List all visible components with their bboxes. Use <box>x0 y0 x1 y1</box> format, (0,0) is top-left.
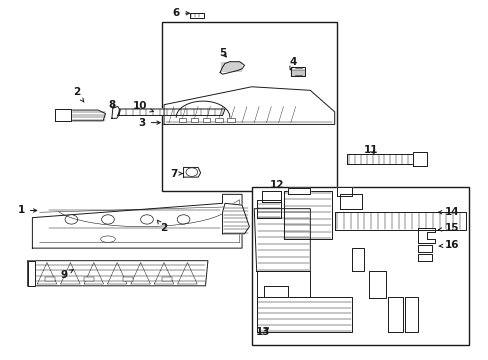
Text: 2: 2 <box>157 220 167 233</box>
Text: 7: 7 <box>170 168 183 179</box>
Text: 2: 2 <box>73 87 84 102</box>
Polygon shape <box>37 262 57 284</box>
Bar <box>83 277 94 281</box>
Circle shape <box>102 215 114 224</box>
Bar <box>44 277 55 281</box>
Polygon shape <box>417 244 431 252</box>
Polygon shape <box>163 87 334 125</box>
Text: 10: 10 <box>132 102 153 112</box>
Ellipse shape <box>101 236 115 242</box>
Text: 13: 13 <box>255 327 270 337</box>
Polygon shape <box>351 248 363 271</box>
Circle shape <box>177 215 189 224</box>
Bar <box>190 118 198 122</box>
Polygon shape <box>283 191 331 239</box>
Bar <box>122 277 133 281</box>
Bar <box>227 118 234 122</box>
Polygon shape <box>131 262 150 284</box>
Text: 14: 14 <box>438 207 458 217</box>
Polygon shape <box>256 200 281 218</box>
Polygon shape <box>220 62 244 74</box>
Polygon shape <box>339 194 361 209</box>
Polygon shape <box>417 228 434 243</box>
Polygon shape <box>154 262 173 284</box>
Bar <box>161 22 336 191</box>
Polygon shape <box>387 297 402 332</box>
Text: 4: 4 <box>289 57 296 70</box>
Polygon shape <box>189 13 203 18</box>
Text: 8: 8 <box>108 100 115 110</box>
Bar <box>215 118 222 122</box>
Polygon shape <box>264 286 288 297</box>
Bar <box>178 118 185 122</box>
Polygon shape <box>405 297 417 332</box>
Polygon shape <box>261 191 281 202</box>
Text: 6: 6 <box>172 8 189 18</box>
Polygon shape <box>412 152 427 166</box>
Polygon shape <box>55 110 105 121</box>
Text: 1: 1 <box>18 206 37 216</box>
Bar <box>251 187 468 345</box>
Circle shape <box>185 168 197 176</box>
Polygon shape <box>55 109 71 121</box>
Circle shape <box>141 215 153 224</box>
Polygon shape <box>177 262 197 284</box>
Polygon shape <box>84 262 103 284</box>
Polygon shape <box>183 167 200 177</box>
Polygon shape <box>27 261 207 286</box>
Text: 9: 9 <box>61 270 73 280</box>
Text: 12: 12 <box>269 180 284 190</box>
Circle shape <box>65 215 78 224</box>
Polygon shape <box>290 67 305 76</box>
Polygon shape <box>288 188 310 194</box>
Polygon shape <box>256 271 310 297</box>
Text: 3: 3 <box>138 118 160 128</box>
Bar <box>203 118 210 122</box>
Polygon shape <box>368 271 385 298</box>
Bar <box>161 277 172 281</box>
Text: 16: 16 <box>438 240 458 250</box>
Polygon shape <box>107 262 127 284</box>
Polygon shape <box>27 261 35 286</box>
Polygon shape <box>336 187 351 196</box>
Text: 5: 5 <box>219 48 226 58</box>
Text: 11: 11 <box>363 144 378 154</box>
Polygon shape <box>61 262 80 284</box>
Polygon shape <box>334 212 466 230</box>
Polygon shape <box>417 253 431 261</box>
Polygon shape <box>222 203 249 234</box>
Polygon shape <box>118 109 224 116</box>
Text: 15: 15 <box>438 224 458 233</box>
Polygon shape <box>346 154 427 164</box>
Polygon shape <box>254 209 310 271</box>
Polygon shape <box>256 297 351 332</box>
Polygon shape <box>32 194 242 248</box>
